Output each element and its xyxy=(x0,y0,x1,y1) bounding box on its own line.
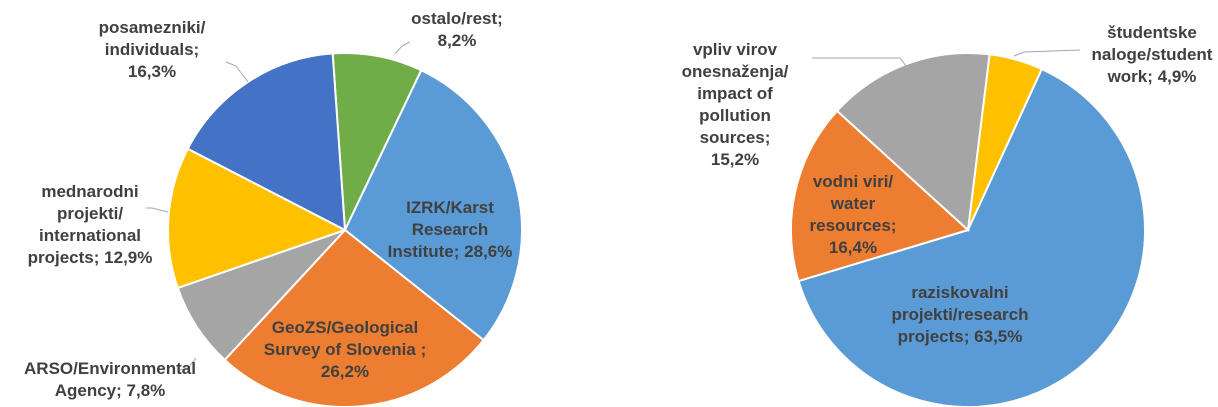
pie-slice xyxy=(343,68,523,342)
value-label: 28,6% xyxy=(464,242,513,261)
leader-line xyxy=(1013,49,1081,57)
slice-label: vodni viri/water resources; 16,4% xyxy=(803,171,903,259)
category-label: vpliv virov onesnaženja/impact of pollut… xyxy=(681,40,789,147)
category-label: IZRK/Karst Research Institute; xyxy=(387,198,494,261)
category-label: posamezniki/individuals; xyxy=(98,18,206,59)
category-label: vodni viri/water resources; xyxy=(809,172,897,235)
slice-label: vpliv virov onesnaženja/impact of pollut… xyxy=(675,39,795,171)
value-label: 26,2% xyxy=(320,362,370,381)
category-label: ARSO/Environmental Agency; xyxy=(24,359,196,400)
leader-line xyxy=(179,357,197,371)
slice-label: raziskovalni projekti/research projects;… xyxy=(878,282,1043,348)
leader-line xyxy=(225,61,249,83)
value-label: 7,8% xyxy=(126,381,166,400)
pie-slice xyxy=(223,228,485,407)
category-label: ostalo/rest; xyxy=(411,9,503,28)
leader-line xyxy=(146,207,169,213)
slice-label: mednarodni projekti/international projec… xyxy=(20,181,160,269)
slice-label: ARSO/Environmental Agency; 7,8% xyxy=(15,358,205,402)
category-label: mednarodni projekti/international projec… xyxy=(27,182,141,267)
category-label: raziskovalni projekti/research projects; xyxy=(891,283,1029,346)
value-label: 4,9% xyxy=(1157,67,1197,86)
value-label: 12,9% xyxy=(104,248,153,267)
pie-slice xyxy=(186,52,347,232)
value-label: 16,3% xyxy=(127,62,177,81)
pie-slice xyxy=(790,109,970,283)
slice-label: posamezniki/individuals; 16,3% xyxy=(95,17,210,83)
pie-slice xyxy=(331,52,423,234)
slice-label: IZRK/Karst Research Institute; 28,6% xyxy=(375,197,525,263)
slice-label: GeoZS/Geological Survey of Slovenia ; 26… xyxy=(255,317,435,383)
slice-label: ostalo/rest; 8,2% xyxy=(402,8,512,52)
value-label: 63,5% xyxy=(974,327,1023,346)
value-label: 15,2% xyxy=(710,150,760,169)
value-label: 16,4% xyxy=(828,238,878,257)
category-label: GeoZS/Geological Survey of Slovenia ; xyxy=(263,318,427,359)
leader-line xyxy=(812,57,916,79)
pie-slice xyxy=(835,52,991,233)
pie-slice xyxy=(797,67,1146,407)
pie-slice xyxy=(167,147,348,290)
value-label: 8,2% xyxy=(437,31,477,50)
slice-label: študentske naloge/student work; 4,9% xyxy=(1085,22,1218,88)
leader-line xyxy=(394,41,411,55)
category-label: študentske naloge/student work; xyxy=(1091,23,1213,86)
